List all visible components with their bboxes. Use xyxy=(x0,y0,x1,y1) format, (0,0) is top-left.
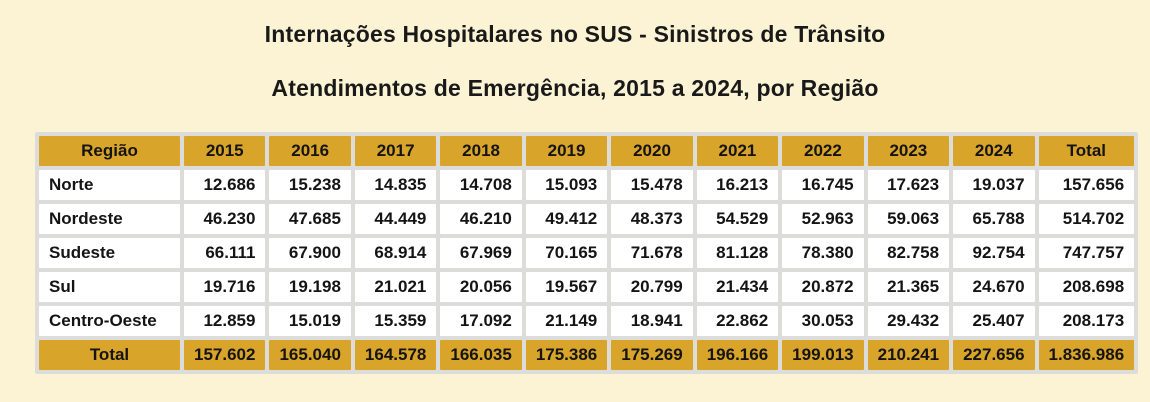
page-title: Internações Hospitalares no SUS - Sinist… xyxy=(264,21,886,47)
column-header: 2021 xyxy=(696,136,779,166)
value-cell: 19.567 xyxy=(525,272,608,302)
value-cell: 67.969 xyxy=(440,238,522,268)
total-value-cell: 166.035 xyxy=(440,340,522,370)
value-cell: 44.449 xyxy=(354,204,437,234)
column-header: Região xyxy=(39,136,180,166)
value-cell: 208.698 xyxy=(1038,272,1135,302)
value-cell: 19.198 xyxy=(269,272,351,302)
value-cell: 157.656 xyxy=(1038,170,1135,200)
value-cell: 16.213 xyxy=(696,170,779,200)
total-row: Total 157.602 165.040 164.578 166.035 175.386… xyxy=(39,340,1135,370)
table-row: Sul 19.716 19.198 21.021 20.056 19.567 20.799 2… xyxy=(39,272,1135,302)
value-cell: 29.432 xyxy=(867,306,950,336)
value-cell: 71.678 xyxy=(611,238,693,268)
column-header: Total xyxy=(1038,136,1135,166)
value-cell: 15.093 xyxy=(525,170,608,200)
value-cell: 46.230 xyxy=(184,204,266,234)
value-cell: 30.053 xyxy=(782,306,864,336)
region-label: Sudeste xyxy=(39,238,180,268)
region-label: Centro-Oeste xyxy=(39,306,180,336)
value-cell: 67.900 xyxy=(269,238,351,268)
total-value-cell: 165.040 xyxy=(269,340,351,370)
value-cell: 22.862 xyxy=(696,306,779,336)
column-header: 2016 xyxy=(269,136,351,166)
value-cell: 18.941 xyxy=(611,306,693,336)
value-cell: 66.111 xyxy=(184,238,266,268)
region-label: Sul xyxy=(39,272,180,302)
value-cell: 70.165 xyxy=(525,238,608,268)
chart-titles: Internações Hospitalares no SUS - Sinist… xyxy=(0,0,1150,102)
region-label: Norte xyxy=(39,170,180,200)
value-cell: 20.056 xyxy=(440,272,522,302)
value-cell: 208.173 xyxy=(1038,306,1135,336)
column-header: 2018 xyxy=(440,136,522,166)
value-cell: 747.757 xyxy=(1038,238,1135,268)
region-label: Nordeste xyxy=(39,204,180,234)
value-cell: 78.380 xyxy=(782,238,864,268)
table-footer: Total 157.602 165.040 164.578 166.035 175.386… xyxy=(39,340,1135,370)
table-row: Norte 12.686 15.238 14.835 14.708 15.093 15.47… xyxy=(39,170,1135,200)
value-cell: 20.799 xyxy=(611,272,693,302)
value-cell: 12.859 xyxy=(184,306,266,336)
table-header: Região 2015 2016 2017 2018 2019 2020 2021 2022 20… xyxy=(39,136,1135,166)
value-cell: 25.407 xyxy=(953,306,1035,336)
total-row-label: Total xyxy=(39,340,180,370)
value-cell: 17.623 xyxy=(867,170,950,200)
value-cell: 14.708 xyxy=(440,170,522,200)
column-header: 2024 xyxy=(953,136,1035,166)
value-cell: 65.788 xyxy=(953,204,1035,234)
value-cell: 16.745 xyxy=(782,170,864,200)
value-cell: 49.412 xyxy=(525,204,608,234)
value-cell: 81.128 xyxy=(696,238,779,268)
column-header: 2023 xyxy=(867,136,950,166)
total-value-cell: 199.013 xyxy=(782,340,864,370)
page-subtitle: Atendimentos de Emergência, 2015 a 2024,… xyxy=(271,75,879,101)
table-body: Norte 12.686 15.238 14.835 14.708 15.093 15.47… xyxy=(39,170,1135,336)
value-cell: 52.963 xyxy=(782,204,864,234)
value-cell: 15.019 xyxy=(269,306,351,336)
value-cell: 19.037 xyxy=(953,170,1035,200)
value-cell: 92.754 xyxy=(953,238,1035,268)
value-cell: 21.149 xyxy=(525,306,608,336)
value-cell: 19.716 xyxy=(184,272,266,302)
column-header: 2019 xyxy=(525,136,608,166)
total-value-cell: 227.656 xyxy=(953,340,1035,370)
value-cell: 15.238 xyxy=(269,170,351,200)
table-row: Centro-Oeste 12.859 15.019 15.359 17.092 21.1… xyxy=(39,306,1135,336)
column-header: 2022 xyxy=(782,136,864,166)
value-cell: 14.835 xyxy=(354,170,437,200)
value-cell: 20.872 xyxy=(782,272,864,302)
value-cell: 21.434 xyxy=(696,272,779,302)
total-value-cell: 1.836.986 xyxy=(1038,340,1135,370)
header-row: Região 2015 2016 2017 2018 2019 2020 2021 2022 20… xyxy=(39,136,1135,166)
total-value-cell: 196.166 xyxy=(696,340,779,370)
total-value-cell: 157.602 xyxy=(184,340,266,370)
value-cell: 21.365 xyxy=(867,272,950,302)
table-row: Nordeste 46.230 47.685 44.449 46.210 49.412 48… xyxy=(39,204,1135,234)
total-value-cell: 175.269 xyxy=(611,340,693,370)
value-cell: 514.702 xyxy=(1038,204,1135,234)
column-header: 2015 xyxy=(184,136,266,166)
value-cell: 48.373 xyxy=(611,204,693,234)
value-cell: 21.021 xyxy=(354,272,437,302)
value-cell: 17.092 xyxy=(440,306,522,336)
value-cell: 12.686 xyxy=(184,170,266,200)
value-cell: 15.478 xyxy=(611,170,693,200)
value-cell: 24.670 xyxy=(953,272,1035,302)
value-cell: 82.758 xyxy=(867,238,950,268)
total-value-cell: 164.578 xyxy=(354,340,437,370)
total-value-cell: 175.386 xyxy=(525,340,608,370)
table-row: Sudeste 66.111 67.900 68.914 67.969 70.165 71.… xyxy=(39,238,1135,268)
value-cell: 59.063 xyxy=(867,204,950,234)
value-cell: 15.359 xyxy=(354,306,437,336)
regions-table-container: Região 2015 2016 2017 2018 2019 2020 2021 2022 20… xyxy=(35,132,1139,374)
value-cell: 47.685 xyxy=(269,204,351,234)
value-cell: 54.529 xyxy=(696,204,779,234)
total-value-cell: 210.241 xyxy=(867,340,950,370)
column-header: 2020 xyxy=(611,136,693,166)
column-header: 2017 xyxy=(354,136,437,166)
value-cell: 46.210 xyxy=(440,204,522,234)
regions-years-table: Região 2015 2016 2017 2018 2019 2020 2021 2022 20… xyxy=(35,132,1139,374)
value-cell: 68.914 xyxy=(354,238,437,268)
